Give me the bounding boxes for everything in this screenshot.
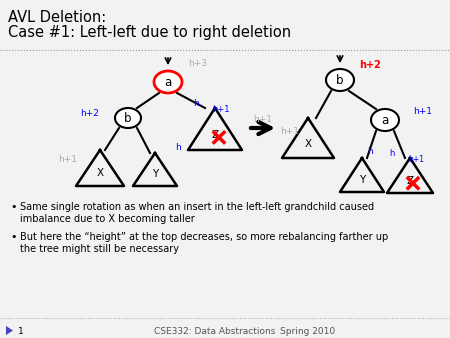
Text: h+2: h+2 xyxy=(81,108,99,118)
Ellipse shape xyxy=(371,109,399,131)
Ellipse shape xyxy=(326,69,354,91)
Text: Z: Z xyxy=(212,130,219,140)
Ellipse shape xyxy=(154,71,182,93)
Polygon shape xyxy=(6,326,13,335)
Text: b: b xyxy=(336,73,344,87)
Ellipse shape xyxy=(115,108,141,128)
Text: h: h xyxy=(367,147,373,156)
Text: AVL Deletion:: AVL Deletion: xyxy=(8,10,106,25)
Text: b: b xyxy=(124,112,132,124)
Text: h+1: h+1 xyxy=(408,154,424,164)
Text: •: • xyxy=(10,202,17,212)
Text: CSE332: Data Abstractions: CSE332: Data Abstractions xyxy=(154,327,276,336)
Text: Spring 2010: Spring 2010 xyxy=(280,327,335,336)
Text: the tree might still be necessary: the tree might still be necessary xyxy=(20,244,179,254)
Text: Same single rotation as when an insert in the left-left grandchild caused: Same single rotation as when an insert i… xyxy=(20,202,374,212)
Text: imbalance due to X becoming taller: imbalance due to X becoming taller xyxy=(20,214,195,224)
Text: Y: Y xyxy=(359,175,365,185)
Text: h+2: h+2 xyxy=(359,60,381,70)
Text: a: a xyxy=(382,114,389,126)
Text: X: X xyxy=(305,139,311,149)
Text: h+3: h+3 xyxy=(188,59,207,69)
Text: a: a xyxy=(164,75,171,89)
Text: Case #1: Left-left due to right deletion: Case #1: Left-left due to right deletion xyxy=(8,25,291,40)
Text: •: • xyxy=(10,232,17,242)
Text: But here the “height” at the top decreases, so more rebalancing farther up: But here the “height” at the top decreas… xyxy=(20,232,388,242)
Text: Z: Z xyxy=(406,176,414,186)
Text: Y: Y xyxy=(152,169,158,179)
Text: h+1: h+1 xyxy=(253,116,273,124)
Text: 1: 1 xyxy=(18,327,24,336)
Text: h: h xyxy=(175,144,181,152)
Text: h+1: h+1 xyxy=(58,155,77,165)
Text: X: X xyxy=(96,168,104,178)
Text: h: h xyxy=(193,98,199,107)
Text: h+1: h+1 xyxy=(212,104,230,114)
Text: h+1: h+1 xyxy=(280,127,300,137)
Text: h+1: h+1 xyxy=(413,107,432,117)
Text: h: h xyxy=(389,148,395,158)
